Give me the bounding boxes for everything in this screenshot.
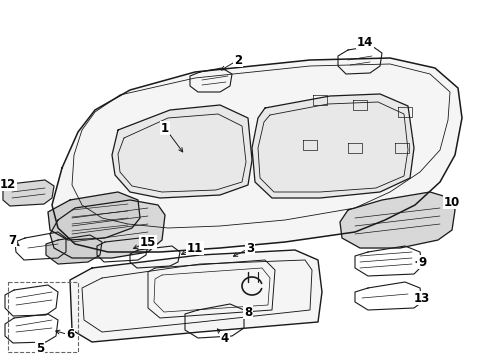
Text: 3: 3	[246, 242, 254, 255]
Text: 10: 10	[444, 195, 460, 208]
Polygon shape	[252, 94, 414, 198]
Polygon shape	[70, 250, 322, 342]
Text: 11: 11	[187, 242, 203, 255]
Text: 15: 15	[140, 235, 156, 248]
Text: 7: 7	[8, 234, 16, 247]
Text: 12: 12	[0, 177, 16, 190]
Text: 14: 14	[357, 36, 373, 49]
Polygon shape	[46, 235, 102, 264]
Polygon shape	[52, 58, 462, 252]
Text: 6: 6	[66, 328, 74, 342]
Text: 9: 9	[418, 256, 426, 269]
Text: 13: 13	[414, 292, 430, 305]
Text: 4: 4	[221, 332, 229, 345]
Polygon shape	[112, 105, 252, 198]
Text: 8: 8	[244, 306, 252, 319]
Text: 5: 5	[36, 342, 44, 355]
Text: 1: 1	[161, 122, 169, 135]
Polygon shape	[48, 192, 140, 240]
Text: 2: 2	[234, 54, 242, 67]
Polygon shape	[50, 200, 165, 258]
Polygon shape	[340, 192, 455, 248]
Polygon shape	[3, 180, 54, 206]
